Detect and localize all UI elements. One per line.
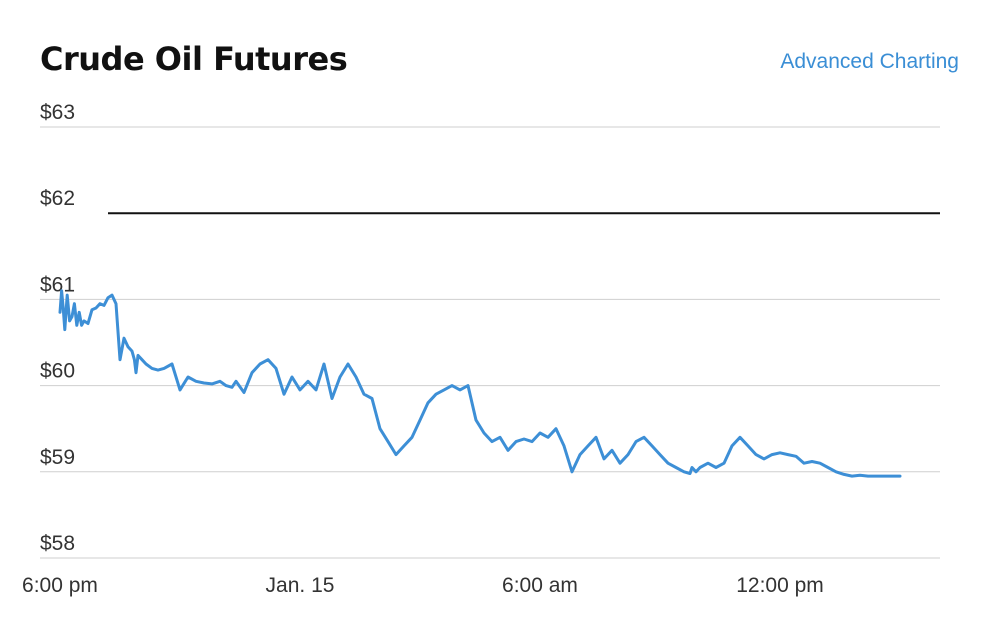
y-tick-label: $58	[40, 532, 75, 555]
y-tick-label: $59	[40, 446, 75, 469]
x-tick-label: 6:00 am	[502, 574, 578, 597]
y-tick-label: $61	[40, 273, 75, 296]
x-tick-label: 12:00 pm	[736, 574, 824, 597]
grid-lines	[40, 126, 940, 559]
x-axis-labels: 6:00 pm Jan. 15 6:00 am 12:00 pm	[22, 574, 824, 597]
y-tick-label: $62	[40, 187, 75, 210]
chart-title: Crude Oil Futures	[40, 40, 348, 78]
y-tick-label: $60	[40, 360, 75, 383]
y-axis-labels: $63 $62 $61 $60 $59 $58	[40, 101, 75, 555]
x-tick-label: Jan. 15	[266, 574, 335, 597]
x-tick-label: 6:00 pm	[22, 574, 98, 597]
price-series-line	[58, 289, 902, 478]
advanced-charting-link[interactable]: Advanced Charting	[780, 50, 959, 73]
y-tick-label: $63	[40, 101, 75, 124]
